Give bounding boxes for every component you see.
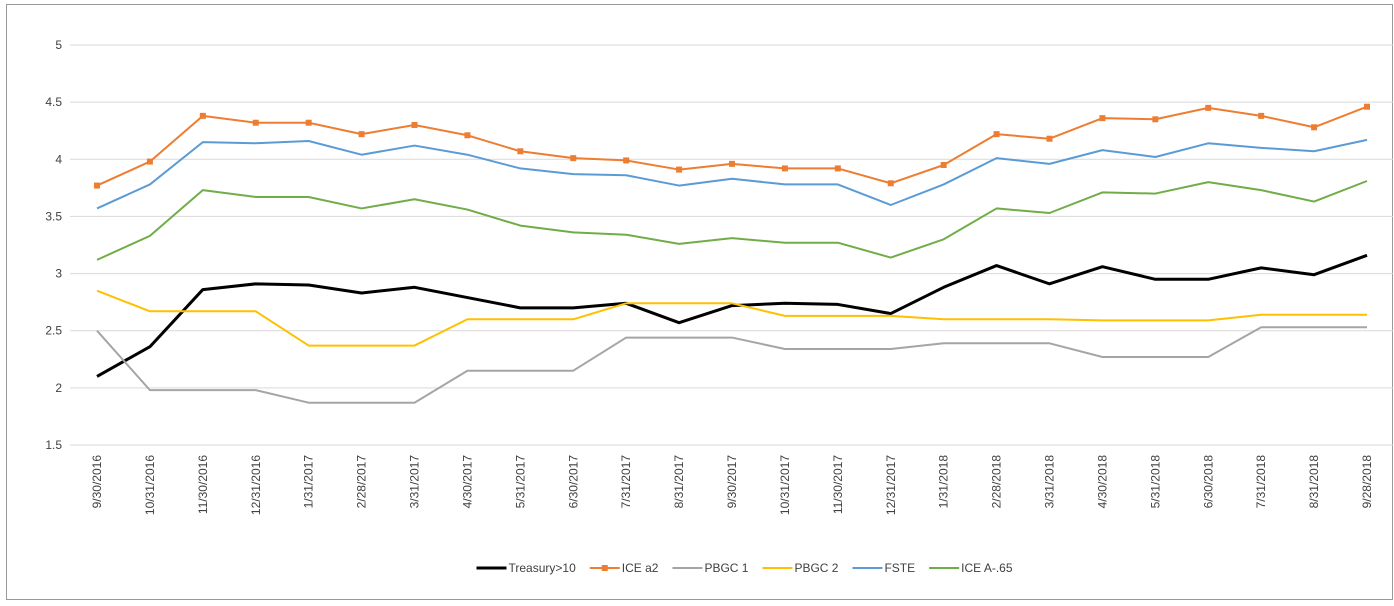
x-tick-label: 6/30/2018 <box>1201 455 1215 509</box>
point-marker <box>1152 116 1159 123</box>
y-tick-label: 4 <box>55 152 62 166</box>
legend-label: ICE a2 <box>622 561 659 575</box>
point-marker <box>993 131 1000 138</box>
x-tick-label: 5/31/2018 <box>1148 455 1162 509</box>
x-tick-label: 9/28/2018 <box>1360 455 1374 509</box>
legend-item: PBGC 1 <box>672 561 749 575</box>
legend-label: PBGC 2 <box>794 561 838 575</box>
x-tick-label: 7/31/2017 <box>619 455 633 509</box>
legend-label: ICE A-.65 <box>961 561 1013 575</box>
series-line <box>96 289 1367 347</box>
legend-marker <box>601 565 608 571</box>
series-line <box>96 253 1368 378</box>
x-tick-label: 12/31/2017 <box>884 455 898 515</box>
y-tick-label: 3.5 <box>45 209 62 223</box>
legend-item: ICE a2 <box>589 561 659 575</box>
y-tick-label: 4.5 <box>45 95 62 109</box>
series-line <box>96 180 1368 261</box>
x-tick-label: 11/30/2016 <box>196 455 210 514</box>
point-marker <box>834 165 841 172</box>
x-tick-label: 2/28/2017 <box>355 455 369 509</box>
point-marker <box>1364 103 1370 110</box>
y-tick-label: 2 <box>55 381 62 395</box>
point-marker <box>887 180 894 187</box>
x-tick-label: 2/28/2018 <box>990 455 1004 509</box>
point-marker <box>781 165 788 172</box>
x-tick-label: 11/30/2017 <box>831 455 845 514</box>
x-tick-label: 5/31/2017 <box>513 455 527 509</box>
x-tick-label: 1/31/2017 <box>302 455 316 509</box>
y-tick-label: 2.5 <box>45 324 62 338</box>
point-marker <box>1205 104 1212 111</box>
x-tick-label: 10/31/2016 <box>143 455 157 515</box>
point-marker <box>252 119 259 126</box>
x-tick-label: 9/30/2016 <box>90 455 104 509</box>
point-marker <box>940 162 947 168</box>
legend-item: ICE A-.65 <box>929 561 1013 575</box>
point-marker <box>729 160 735 167</box>
x-tick-label: 10/31/2017 <box>778 455 792 515</box>
point-marker <box>623 157 630 164</box>
point-marker <box>676 166 683 173</box>
y-tick-label: 3 <box>55 267 62 281</box>
point-marker <box>1099 115 1106 122</box>
x-tick-label: 12/31/2016 <box>249 455 263 515</box>
point-marker <box>199 112 206 119</box>
x-tick-label: 6/30/2017 <box>566 455 580 509</box>
series-line <box>96 326 1367 404</box>
point-marker <box>411 122 418 128</box>
y-tick-label: 1.5 <box>45 438 62 452</box>
point-marker <box>1311 124 1318 131</box>
point-marker <box>464 132 471 139</box>
legend-label: Treasury>10 <box>508 561 576 575</box>
point-marker <box>517 148 524 155</box>
legend-item: PBGC 2 <box>762 561 839 575</box>
x-tick-label: 7/31/2018 <box>1254 455 1268 509</box>
chart-border <box>6 4 1393 600</box>
x-tick-label: 8/31/2017 <box>672 455 686 509</box>
x-tick-label: 3/31/2018 <box>1043 455 1057 509</box>
legend-label: PBGC 1 <box>704 561 748 575</box>
x-tick-label: 1/31/2018 <box>937 455 951 509</box>
point-marker <box>1258 112 1265 119</box>
y-tick-label: 5 <box>55 38 62 52</box>
x-tick-label: 3/31/2017 <box>408 455 422 509</box>
point-marker <box>358 131 365 138</box>
point-marker <box>1046 135 1053 142</box>
legend-item: FSTE <box>852 561 915 575</box>
x-tick-label: 8/31/2018 <box>1307 455 1321 509</box>
legend-label: FSTE <box>884 561 915 575</box>
point-marker <box>570 155 577 162</box>
point-marker <box>94 182 100 189</box>
series-line <box>96 138 1368 210</box>
x-tick-label: 4/30/2017 <box>460 455 474 509</box>
x-tick-label: 9/30/2017 <box>725 455 739 509</box>
legend-item: Treasury>10 <box>476 561 576 575</box>
point-marker <box>305 119 312 126</box>
x-tick-label: 4/30/2018 <box>1095 455 1109 509</box>
point-marker <box>146 158 153 165</box>
